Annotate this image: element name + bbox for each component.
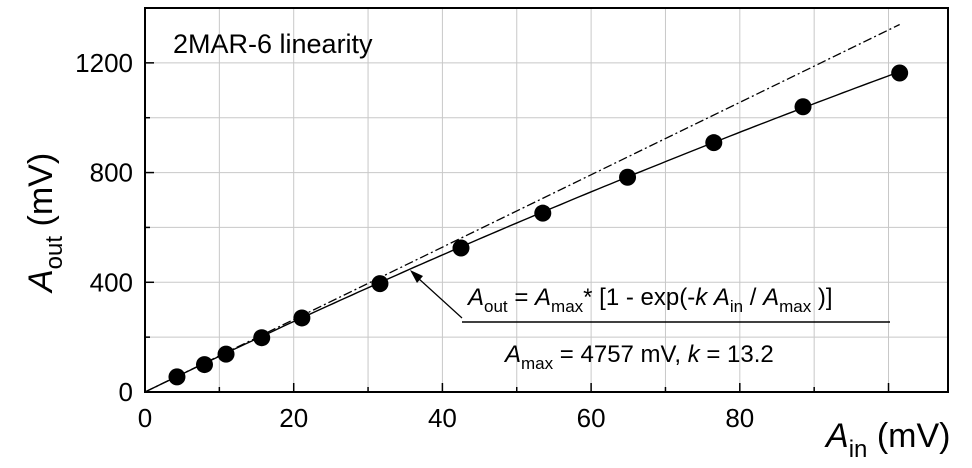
data-point xyxy=(371,275,389,293)
data-point xyxy=(253,329,271,347)
annotation-arrowhead xyxy=(410,270,423,283)
y-tick-label: 1200 xyxy=(75,48,133,78)
formula-part: = xyxy=(508,284,535,311)
x-tick-label: 40 xyxy=(428,403,457,433)
x-tick-label: 20 xyxy=(279,403,308,433)
data-point xyxy=(293,309,311,327)
formula-part: = 13.2 xyxy=(700,341,774,368)
data-point xyxy=(534,204,552,222)
formula-part: * [1 - exp(- xyxy=(583,284,695,311)
y-tick-label: 800 xyxy=(90,158,133,188)
formula-part: A xyxy=(761,284,779,311)
data-point xyxy=(891,64,909,82)
x-axis-label-main: A xyxy=(824,417,849,455)
y-axis-label-main: A xyxy=(22,269,60,294)
y-axis-label-sub: out xyxy=(41,236,68,270)
formula-part: out xyxy=(484,297,508,316)
x-tick-label: 80 xyxy=(725,403,754,433)
data-point xyxy=(705,134,723,152)
data-point xyxy=(452,239,470,257)
x-axis-label: Ain (mV) xyxy=(824,417,950,463)
x-axis-label-unit: (mV) xyxy=(867,417,950,455)
formula-part: A xyxy=(503,341,521,368)
fit-curve xyxy=(144,71,900,393)
formula-part: / xyxy=(743,284,763,311)
formula-part: )] xyxy=(811,284,832,311)
formula-part: max xyxy=(779,297,812,316)
formula-part xyxy=(707,284,714,311)
formula-part: k xyxy=(695,284,709,311)
y-axis-label-unit: (mV) xyxy=(22,153,60,236)
data-point xyxy=(794,98,812,116)
formula-part: max xyxy=(521,354,554,373)
plot-frame xyxy=(144,7,949,393)
data-point xyxy=(168,368,186,386)
fit-parameters: Amax = 4757 mV, k = 13.2 xyxy=(503,341,774,373)
data-point xyxy=(217,345,235,363)
y-tick-label: 0 xyxy=(119,377,133,407)
chart-title: 2MAR-6 linearity xyxy=(173,29,373,59)
formula-part: max xyxy=(551,297,584,316)
data-point xyxy=(619,168,637,186)
x-tick-label: 0 xyxy=(138,403,152,433)
data-points xyxy=(168,64,909,386)
formula-part: A xyxy=(466,284,484,311)
annotation-arrow-line xyxy=(417,277,463,319)
y-tick-label: 400 xyxy=(90,267,133,297)
formula-part: = 4757 mV, xyxy=(553,341,688,368)
grid xyxy=(145,8,948,392)
x-axis-label-sub: in xyxy=(849,436,868,463)
lines xyxy=(144,23,900,393)
x-tick-label: 60 xyxy=(577,403,606,433)
formula-annotation: Aout = Amax* [1 - exp(-k Ain / Amax )] A… xyxy=(410,270,890,373)
fit-formula: Aout = Amax* [1 - exp(-k Ain / Amax )] xyxy=(466,284,833,316)
formula-part: k xyxy=(688,341,702,368)
formula-part: A xyxy=(712,284,730,311)
ideal-linear-line xyxy=(144,23,900,393)
y-axis-label: Aout (mV) xyxy=(22,153,68,294)
data-point xyxy=(195,356,213,374)
formula-part: A xyxy=(533,284,551,311)
formula-part: in xyxy=(730,297,743,316)
